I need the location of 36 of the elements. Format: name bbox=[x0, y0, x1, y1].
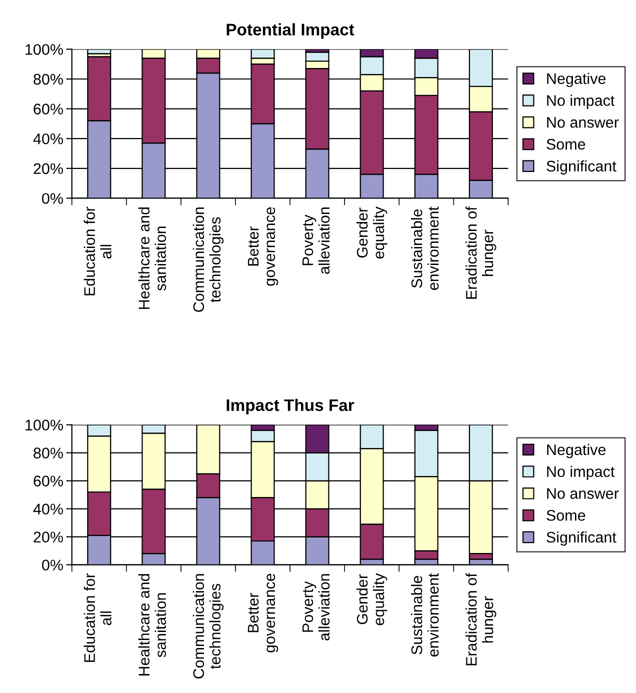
legend-label: Some bbox=[546, 138, 586, 150]
x-tick-label: Gender equality bbox=[356, 573, 388, 626]
x-tick-label: Poverty alleviation bbox=[302, 574, 330, 640]
x-tick-label: Better governance bbox=[248, 574, 278, 652]
legend-label: Negative bbox=[547, 72, 606, 88]
x-tick-label: Education for all bbox=[84, 206, 112, 296]
legend-label: Significant bbox=[546, 160, 616, 175]
legend-label: Negative bbox=[547, 444, 606, 458]
y-tick-label: 0% bbox=[42, 560, 63, 570]
legend-label: Some bbox=[546, 510, 586, 521]
y-tick-label: 80% bbox=[34, 74, 63, 85]
y-tick-label: 40% bbox=[33, 133, 63, 144]
x-tick-label: Education for all bbox=[84, 573, 112, 662]
y-tick-label: 60% bbox=[34, 476, 63, 486]
x-tick-label: Sustainable environment bbox=[411, 573, 439, 657]
y-tick-label: 20% bbox=[34, 163, 63, 174]
x-tick-label: Poverty alleviation bbox=[302, 208, 330, 274]
y-tick-label: 40% bbox=[33, 504, 63, 514]
x-tick-label: Gender equality bbox=[356, 206, 388, 259]
y-tick-label: 20% bbox=[34, 532, 63, 542]
x-tick-label: Sustainable environment bbox=[411, 206, 439, 290]
legend-label: No answer bbox=[547, 117, 619, 128]
y-tick-label: 60% bbox=[34, 104, 63, 114]
y-tick-label: 80% bbox=[34, 448, 63, 458]
x-tick-label: Eradication of hunger bbox=[466, 573, 496, 666]
legend-label: No impact bbox=[547, 94, 615, 109]
legend-label: Significant bbox=[546, 531, 616, 546]
y-tick-label: 100% bbox=[26, 44, 63, 55]
chart-title: Impact Thus Far bbox=[226, 398, 354, 414]
chart-title: Potential Impact bbox=[226, 23, 354, 39]
legend-label: No answer bbox=[547, 488, 619, 499]
y-tick-label: 0% bbox=[42, 193, 63, 204]
y-tick-label: 100% bbox=[26, 420, 63, 430]
x-tick-label: Eradication of hunger bbox=[466, 206, 496, 299]
legend-label: No impact bbox=[547, 466, 615, 480]
x-tick-label: Better governance bbox=[248, 207, 278, 286]
